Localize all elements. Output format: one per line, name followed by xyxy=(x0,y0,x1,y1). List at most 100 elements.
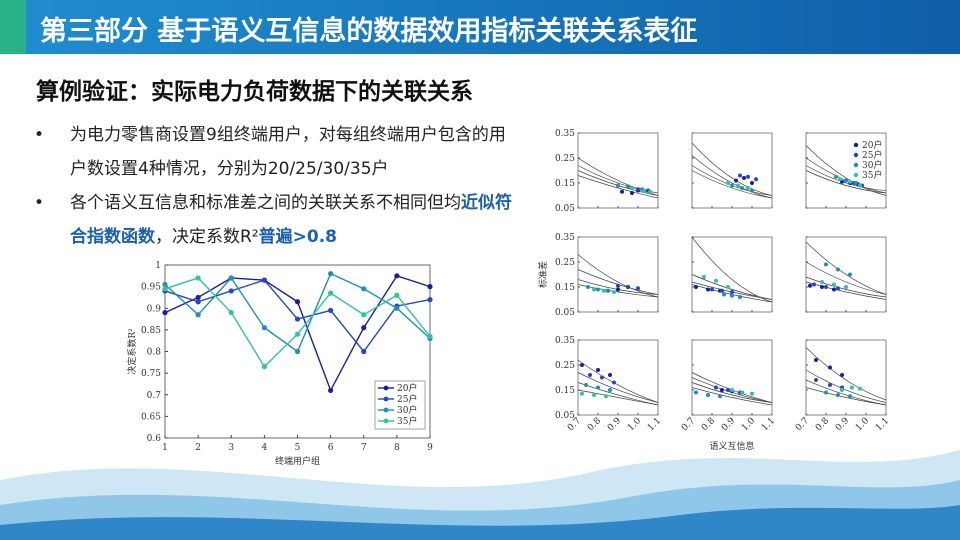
point xyxy=(394,305,400,311)
fit-curve xyxy=(806,166,886,191)
y-axis-label: 决定系数R² xyxy=(126,328,138,375)
fit-curve xyxy=(806,146,886,196)
point xyxy=(720,288,724,293)
point xyxy=(596,368,600,372)
x-tick-label: 1.1 xyxy=(646,416,663,433)
legend-label: 20户 xyxy=(862,139,882,151)
x-tick-label: 1 xyxy=(162,443,168,453)
header-tab xyxy=(0,0,26,54)
x-tick-label: 0.7 xyxy=(794,416,811,433)
point xyxy=(580,391,584,396)
x-tick-label: 0.8 xyxy=(586,416,603,433)
point xyxy=(740,390,744,395)
bullet-part: ，决定系数R² xyxy=(155,227,259,247)
point xyxy=(261,277,267,283)
y-tick-label: 0.35 xyxy=(555,336,575,346)
point xyxy=(840,373,844,377)
point xyxy=(195,275,201,281)
point xyxy=(858,386,862,391)
point xyxy=(328,387,334,394)
point xyxy=(228,288,234,294)
y-tick-label: 0.15 xyxy=(555,283,575,293)
point xyxy=(394,273,400,279)
point xyxy=(738,173,742,178)
point xyxy=(620,189,624,194)
legend-marker xyxy=(383,396,389,402)
x-tick-label: 1.0 xyxy=(854,416,871,433)
point xyxy=(261,325,267,331)
x-tick-label: 0.9 xyxy=(834,416,851,433)
point xyxy=(848,179,852,184)
point xyxy=(734,178,738,183)
legend-marker xyxy=(383,385,389,391)
point xyxy=(600,375,604,380)
x-tick-label: 0.7 xyxy=(680,416,697,433)
header-title: 第三部分 基于语义互信息的数据效用指标关联关系表征 xyxy=(40,16,698,47)
x-tick-label: 1.1 xyxy=(874,416,891,433)
point xyxy=(726,181,730,185)
y-tick-label: 0.6 xyxy=(147,434,162,444)
point xyxy=(294,316,301,322)
point xyxy=(844,178,848,183)
point xyxy=(630,186,634,190)
point xyxy=(608,388,612,392)
point xyxy=(427,333,433,339)
fit-curve xyxy=(578,360,658,403)
point xyxy=(746,186,750,190)
bullet-text: 为电力零售商设置9组终端用户，对每组终端用户包含的用户数设置4种情况，分别为20… xyxy=(70,118,512,186)
fit-curve xyxy=(692,171,772,199)
y-tick-label: 0.35 xyxy=(555,129,575,139)
point xyxy=(616,183,620,188)
point xyxy=(838,177,842,182)
y-tick-label: 0.9 xyxy=(147,304,162,314)
fit-curve xyxy=(806,388,886,406)
panel xyxy=(577,339,659,416)
point xyxy=(228,275,234,281)
point xyxy=(844,285,848,289)
point xyxy=(642,188,646,193)
x-tick-label: 5 xyxy=(295,443,301,453)
x-tick-label: 3 xyxy=(228,443,234,453)
panel xyxy=(691,236,773,313)
panel xyxy=(805,339,887,416)
bullet-part: 为电力零售商设置9组终端用户，对每组终端用户包含的用户数设置4种情况，分别为20… xyxy=(70,125,506,179)
point xyxy=(294,348,301,355)
x-tick-label: 0.9 xyxy=(606,416,623,433)
legend-label: 25户 xyxy=(862,149,882,161)
y-tick-label: 0.15 xyxy=(555,386,575,396)
y-axis-label: 标准差 xyxy=(537,261,549,288)
panel xyxy=(805,132,887,209)
fit-curve xyxy=(692,156,772,199)
x-tick-label: 0.9 xyxy=(720,416,737,433)
point xyxy=(832,282,836,287)
point xyxy=(848,394,852,399)
point xyxy=(706,287,710,292)
bullet: • 为电力零售商设置9组终端用户，对每组终端用户包含的用户数设置4种情况，分别为2… xyxy=(34,118,512,186)
point xyxy=(261,364,267,370)
y-tick-label: 0.05 xyxy=(555,411,575,421)
point xyxy=(746,174,750,179)
point xyxy=(726,388,730,392)
x-tick-label: 0.8 xyxy=(700,416,717,433)
point xyxy=(612,380,616,385)
point xyxy=(820,285,824,289)
point xyxy=(626,285,630,289)
legend-label: 20户 xyxy=(397,382,417,394)
point xyxy=(720,388,724,392)
point xyxy=(228,309,234,316)
point xyxy=(840,388,844,392)
point xyxy=(824,390,828,395)
point xyxy=(832,287,836,292)
point xyxy=(328,307,334,314)
point xyxy=(606,288,610,293)
point xyxy=(814,358,818,362)
panel xyxy=(577,236,659,313)
legend-marker xyxy=(853,142,859,148)
fit-curve xyxy=(578,390,658,405)
legend-label: 35户 xyxy=(862,169,882,181)
point xyxy=(608,373,612,377)
point xyxy=(596,385,600,390)
point xyxy=(162,281,168,288)
